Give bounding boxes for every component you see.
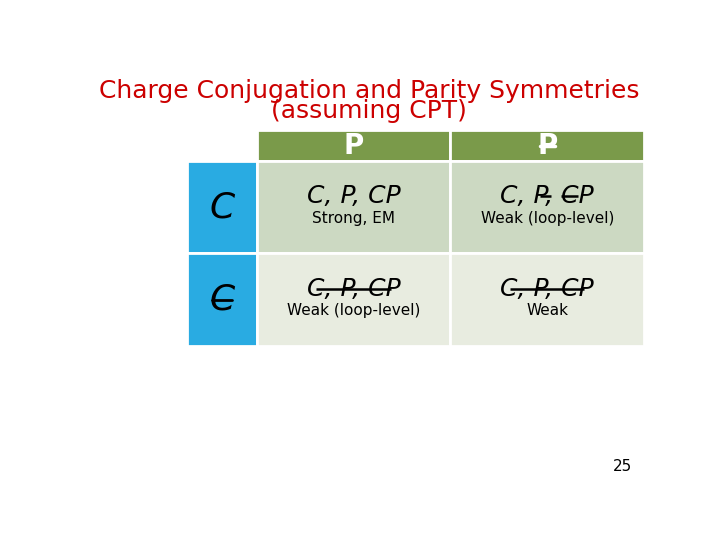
Text: Weak (loop-level): Weak (loop-level): [287, 303, 420, 318]
Text: Weak: Weak: [526, 303, 568, 318]
Text: P: P: [537, 132, 557, 160]
Bar: [256, 130, 451, 161]
Bar: [451, 161, 644, 253]
Text: C, P, CP: C, P, CP: [307, 276, 400, 301]
Text: C: C: [209, 190, 235, 224]
Text: C, P, CP: C, P, CP: [307, 184, 400, 208]
Bar: [187, 253, 256, 346]
Text: Strong, EM: Strong, EM: [312, 211, 395, 226]
Bar: [187, 161, 256, 253]
Bar: [451, 130, 644, 161]
Text: C: C: [209, 282, 235, 316]
Bar: [187, 130, 256, 161]
Bar: [256, 161, 451, 253]
Text: 25: 25: [613, 460, 632, 475]
Bar: [451, 253, 644, 346]
Text: C, P, CP: C, P, CP: [500, 184, 594, 208]
Text: Charge Conjugation and Parity Symmetries: Charge Conjugation and Parity Symmetries: [99, 79, 639, 103]
Text: C, P, CP: C, P, CP: [500, 276, 594, 301]
Text: P: P: [343, 132, 364, 160]
Bar: [256, 253, 451, 346]
Text: Weak (loop-level): Weak (loop-level): [480, 211, 614, 226]
Text: (assuming CPT): (assuming CPT): [271, 99, 467, 123]
